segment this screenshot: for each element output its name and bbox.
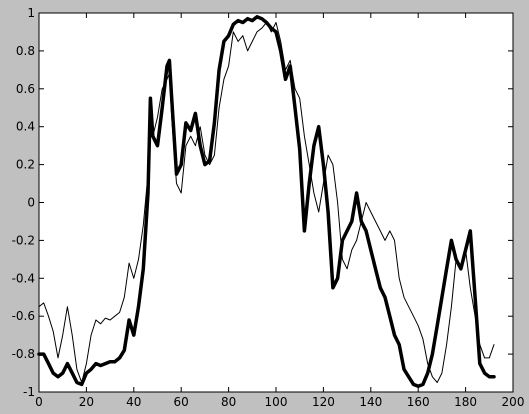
y-tick-label: 0.8 <box>16 44 35 58</box>
y-tick-label: 1 <box>27 6 35 20</box>
y-tick-label: -1 <box>23 385 35 399</box>
y-tick-label: -0.4 <box>12 271 35 285</box>
series-layer <box>37 15 496 389</box>
y-tick-label: 0 <box>27 196 35 210</box>
x-tick-label: 140 <box>359 395 382 409</box>
x-tick-label: 120 <box>312 395 335 409</box>
x-tick-label: 80 <box>221 395 236 409</box>
x-tick-label: 180 <box>454 395 477 409</box>
series-line-thick <box>37 15 496 389</box>
axes-background <box>39 13 513 392</box>
y-tick-label: -0.2 <box>12 233 35 247</box>
y-axis-ticks: -1 -0.8 -0.6 -0.4 -0.2 0 0.2 0.4 0.6 0.8 1 <box>12 6 513 399</box>
y-tick-label: -0.8 <box>12 347 35 361</box>
x-tick-label: 40 <box>126 395 141 409</box>
x-tick-label: 160 <box>407 395 430 409</box>
x-tick-label: 60 <box>174 395 189 409</box>
x-tick-label: 20 <box>79 395 94 409</box>
series-line-thin <box>38 22 495 383</box>
y-tick-label: 0.6 <box>16 82 35 96</box>
x-tick-label: 200 <box>502 395 525 409</box>
y-tick-label: 0.4 <box>16 120 35 134</box>
y-tick-label: 0.2 <box>16 158 35 172</box>
x-tick-label: 100 <box>265 395 288 409</box>
y-tick-label: -0.6 <box>12 309 35 323</box>
x-axis-ticks: 0 20 40 60 80 100 120 140 160 180 200 <box>35 13 524 409</box>
x-tick-label: 0 <box>35 395 43 409</box>
